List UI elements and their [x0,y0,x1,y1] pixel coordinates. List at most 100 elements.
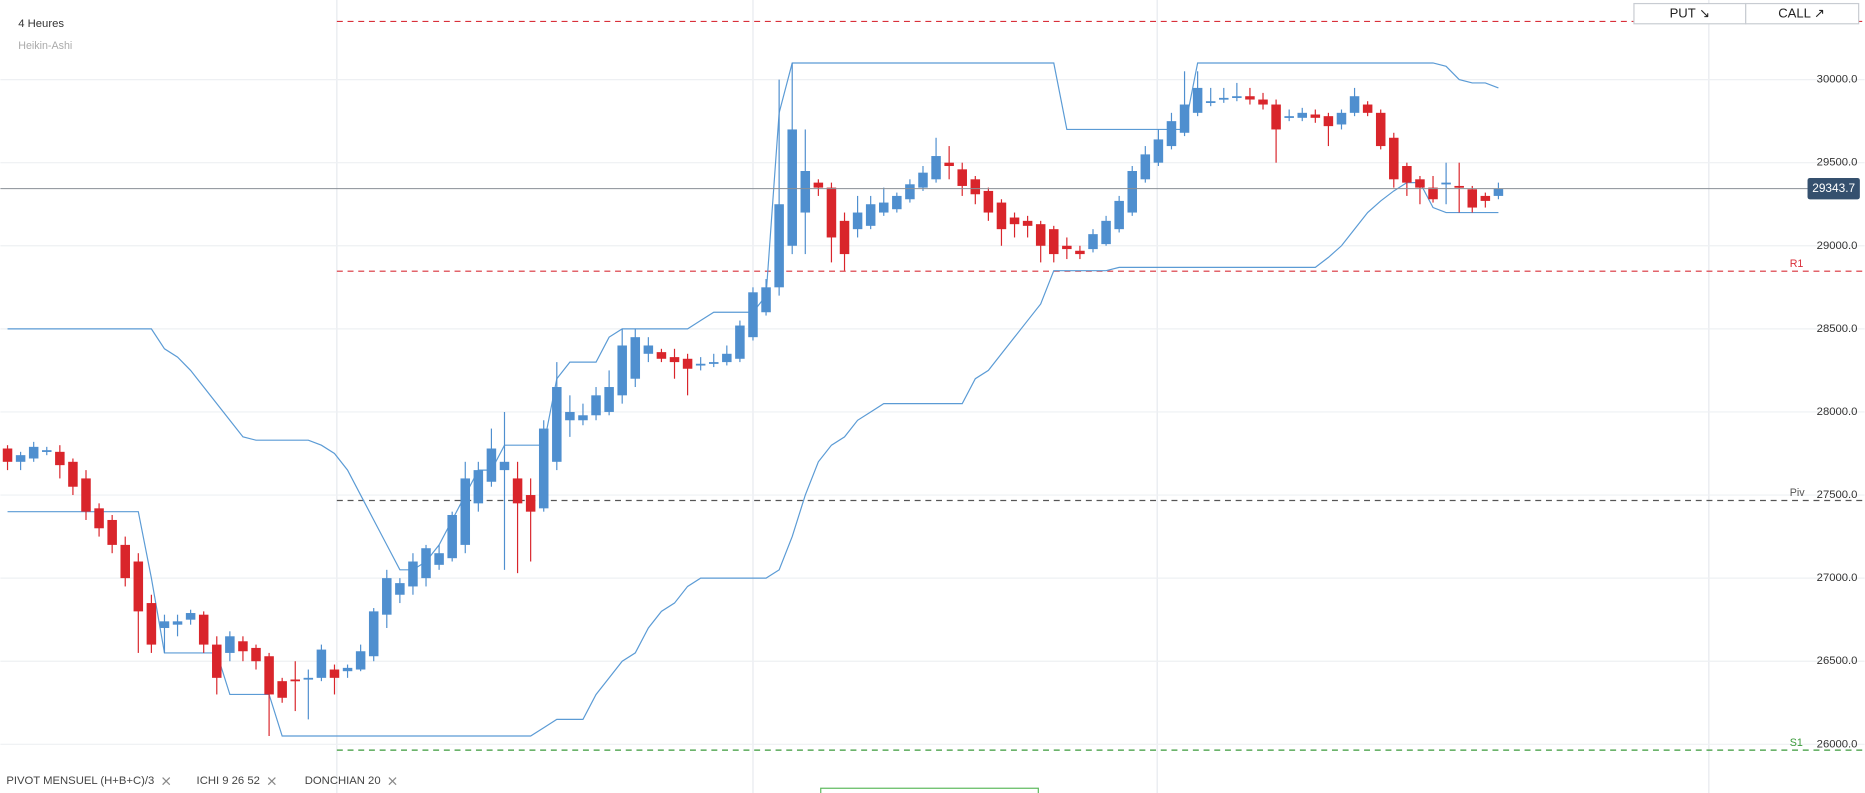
candle-body [1114,200,1124,230]
candle-body [1219,97,1229,100]
put-label[interactable]: PUT ↘ [1670,6,1710,21]
chart-subtitle: Heikin-Ashi [18,40,72,52]
candle-body [1062,245,1072,250]
candle-body [918,172,928,188]
candle-body [1428,187,1438,200]
candle-body [957,169,967,186]
candle-body [878,202,889,213]
candle-body [578,415,588,421]
candle-body [931,156,941,180]
candle-body [852,212,863,230]
time-scroll[interactable] [820,787,1039,793]
candle-body [290,679,301,682]
y-tick-label: 27500.0 [1817,489,1858,501]
candle-body [251,647,261,662]
candle-body [1493,188,1504,196]
remove-indicator[interactable] [267,777,276,786]
candle-body [172,621,183,625]
candle-body [408,561,418,587]
indicator-label: ICHI 9 26 52 [197,775,260,787]
candle-body [708,362,719,364]
y-tick-label: 29000.0 [1817,240,1858,252]
donchian-band [7,182,1499,737]
candle-body [28,446,39,459]
candle-body [395,583,405,595]
candle-body [983,190,994,213]
candle-body [1389,137,1399,180]
candle-body [1009,217,1020,225]
candle-body [1049,229,1059,255]
candle-body [368,611,379,657]
candle-body [264,656,274,695]
candle-body [525,495,536,512]
candle-body [813,182,824,188]
y-tick-label: 30000.0 [1817,74,1858,86]
candle-body [421,548,431,579]
candle-body [316,649,327,678]
candle-body [1101,220,1111,245]
candle-body [1127,170,1137,213]
candle-body [159,621,170,628]
candle-body [944,162,954,167]
candle-body [212,644,222,678]
candle-body [1297,112,1308,118]
candle-body [1454,185,1464,188]
candle-body [892,195,902,210]
price-axis: 26000.0 26500.0 27000.0 27500.0 28000.0 28500… [0,74,1860,750]
candle-body [15,455,26,462]
candle-body [682,358,693,369]
remove-indicator[interactable] [162,777,171,786]
candle-body [1205,101,1216,103]
candle-body [617,345,627,396]
candle-body [382,578,392,615]
indicator-label: DONCHIAN 20 [305,775,381,787]
trade-buttons: PUT ↘ CALL ↗ [1633,2,1860,25]
y-tick-label: 26500.0 [1817,655,1858,667]
candle-body [1284,116,1294,118]
last-price-box [1807,177,1860,200]
candle-body [1441,182,1451,185]
candle-body [42,450,52,452]
candle-body [460,478,471,545]
y-tick-label: 27000.0 [1817,572,1858,584]
call-label[interactable]: CALL ↗ [1778,6,1825,21]
candle-body [905,184,915,200]
candle-body [695,363,706,366]
candle-body [1179,104,1190,133]
level-label: R1 [1790,258,1804,270]
candle-body [643,345,654,354]
candle-body [1271,104,1281,130]
candle-body [512,478,523,504]
level-label: S1 [1790,737,1803,749]
candle-body [1258,99,1268,105]
candle-body [1140,154,1151,180]
candle-body [277,681,287,698]
candle-body [1035,224,1046,246]
candle-body [722,353,732,363]
candle-body [329,669,340,678]
candle-body [1192,87,1203,113]
indicator-legend: PIVOT MENSUEL (H+B+C)/3 ICHI 9 26 52 DON… [6,775,397,787]
candle-body [1245,96,1255,100]
candle-body [1088,234,1098,250]
candle-body [434,553,444,565]
candle-body [238,641,248,652]
candle-body [656,352,667,359]
candle-body [499,461,510,471]
candle-body [1349,96,1360,113]
remove-indicator[interactable] [388,777,397,786]
call-button[interactable] [1745,2,1860,25]
candle-body [996,202,1007,230]
candle-body [2,448,13,462]
y-tick-label: 28000.0 [1817,406,1858,418]
grid [0,79,1865,745]
last-price-label: 29343.7 [1812,181,1855,195]
candles [2,62,1504,737]
candle-body [120,544,130,579]
candle-body [185,613,196,620]
candle-body [342,667,353,672]
y-tick-label: 26000.0 [1817,738,1858,750]
candle-body [1075,250,1085,255]
candle-body [1415,179,1425,188]
